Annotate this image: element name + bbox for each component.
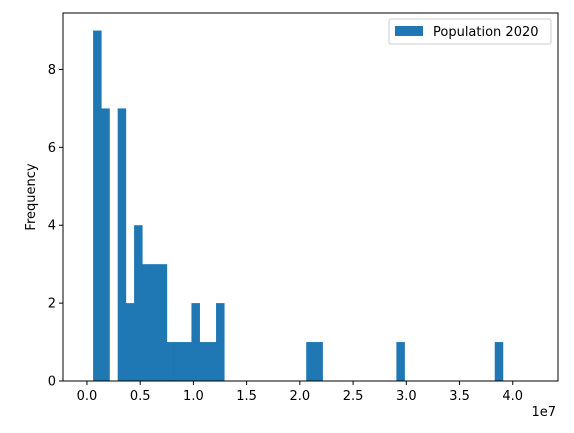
x-tick-label: 1.5 — [236, 389, 257, 404]
histogram-bar — [207, 342, 217, 381]
y-tick-label: 2 — [48, 297, 56, 312]
y-tick-label: 0 — [48, 375, 56, 390]
histogram-bar — [125, 303, 135, 381]
plot-area-frame — [62, 12, 559, 382]
histogram-bar — [306, 342, 315, 381]
x-tick-label: 4.0 — [502, 389, 523, 404]
x-axis-offset-text: 1e7 — [531, 405, 556, 420]
x-tick-label: 1.0 — [183, 389, 204, 404]
legend: Population 2020 — [388, 18, 552, 45]
x-axis-ticks: 0.0 0.5 1.0 1.5 2.0 2.5 3.0 3.5 4.0 — [77, 381, 523, 404]
legend-box — [388, 18, 552, 45]
y-tick-label: 4 — [48, 219, 56, 234]
histogram-bar — [117, 108, 127, 381]
histogram-bar — [183, 342, 192, 381]
histogram-bar — [134, 225, 143, 381]
histogram-bar — [216, 303, 225, 381]
histogram-bar — [101, 108, 110, 381]
x-tick-label: 3.5 — [449, 389, 470, 404]
legend-swatch — [395, 26, 423, 36]
histogram-bar — [494, 342, 504, 381]
histogram-bar — [150, 264, 159, 381]
y-axis-ticks: 0 2 4 6 8 — [48, 63, 63, 390]
histogram-bar — [166, 342, 176, 381]
x-tick-label: 2.0 — [290, 389, 311, 404]
x-tick-label: 0.0 — [77, 389, 98, 404]
y-tick-label: 6 — [48, 141, 56, 156]
histogram-bars — [93, 30, 504, 382]
y-tick-label: 8 — [48, 63, 56, 78]
histogram-bar — [199, 342, 209, 381]
legend-label: Population 2020 — [433, 25, 539, 40]
histogram-bar — [175, 342, 184, 381]
x-tick-label: 3.0 — [396, 389, 417, 404]
histogram-bar — [142, 264, 151, 381]
histogram-bar — [396, 342, 405, 381]
x-tick-label: 0.5 — [130, 389, 151, 404]
histogram-bar — [158, 264, 168, 381]
histogram-bar — [191, 303, 200, 381]
x-tick-label: 2.5 — [343, 389, 364, 404]
histogram-bar — [93, 30, 102, 382]
y-axis-label: Frequency — [24, 163, 39, 230]
histogram-bar — [314, 342, 323, 381]
